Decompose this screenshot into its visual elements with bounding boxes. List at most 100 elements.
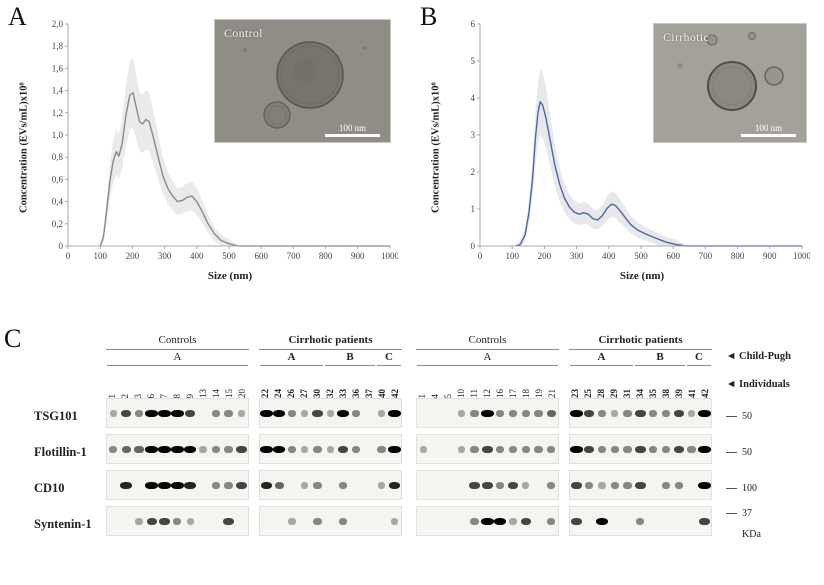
protein-band	[336, 409, 350, 417]
protein-band	[236, 445, 247, 453]
svg-text:1,4: 1,4	[52, 86, 64, 96]
individual-number: 36	[351, 389, 361, 398]
protein-band	[390, 517, 398, 525]
individual-number: 35	[648, 389, 658, 398]
protein-band	[509, 517, 517, 525]
antibody-label: Syntenin-1	[34, 516, 92, 531]
child-pugh-class-label: B	[635, 351, 685, 366]
svg-text:600: 600	[666, 251, 680, 261]
svg-text:100: 100	[505, 251, 519, 261]
child-pugh-class-label: A	[570, 351, 633, 366]
protein-band	[570, 445, 583, 453]
molecular-weight-marker: 50	[742, 410, 752, 422]
molecular-weight-marker: 100	[742, 482, 757, 494]
protein-band	[635, 481, 646, 489]
chart-control-nta: 0 0,2 0,4 0,6 0,8 1,0 1,2 1,4 1,6 1,8 2,0 0 100 200 30…	[32, 14, 398, 276]
controls-group-label: Controls	[416, 334, 559, 350]
svg-text:0: 0	[66, 251, 71, 261]
svg-text:0,8: 0,8	[52, 152, 64, 162]
protein-band	[419, 445, 427, 453]
blot-strip	[259, 398, 402, 428]
antibody-label: Flotillin-1	[34, 444, 87, 459]
scale-bar-line	[325, 134, 380, 137]
blot-row-flotillin-1	[416, 434, 712, 464]
protein-band	[287, 445, 297, 453]
protein-band	[351, 445, 361, 453]
individual-number: 4	[430, 393, 440, 399]
protein-band	[272, 445, 286, 453]
protein-band	[236, 481, 247, 489]
markers-column: ◄ Child-Pugh ◄ Individuals 50 50 100 37 KDa	[726, 334, 824, 542]
svg-text:0: 0	[59, 241, 64, 251]
individual-number: 2	[120, 393, 130, 399]
protein-band	[313, 517, 322, 525]
protein-band	[584, 445, 595, 453]
svg-text:700: 700	[287, 251, 301, 261]
antibody-label: CD10	[34, 480, 65, 495]
blot-strip	[106, 398, 249, 428]
protein-band	[534, 445, 543, 453]
protein-band	[482, 445, 493, 453]
individual-number: 3	[133, 393, 143, 399]
individual-number: 20	[237, 389, 247, 398]
protein-band	[661, 409, 671, 417]
protein-band	[388, 409, 401, 417]
protein-band	[260, 445, 273, 453]
protein-band	[547, 445, 556, 453]
blot-strip	[106, 470, 249, 500]
chart-cirrhotic-nta: 0 1 2 3 4 5 6 0 100 200 300 400 500 600 700 800 900 1000	[444, 14, 811, 276]
svg-text:5: 5	[471, 56, 476, 66]
svg-text:0,6: 0,6	[52, 174, 64, 184]
protein-band	[688, 409, 696, 417]
svg-text:0,2: 0,2	[52, 219, 63, 229]
protein-band	[135, 517, 143, 525]
protein-band	[673, 445, 684, 453]
protein-band	[134, 409, 144, 417]
blot-strip	[106, 434, 249, 464]
individual-number: 28	[596, 389, 606, 398]
individual-number: 26	[286, 389, 296, 398]
protein-band	[521, 409, 530, 417]
blot-row-flotillin-1	[106, 434, 402, 464]
protein-band	[272, 409, 286, 417]
panel-c: C TSG101 Flotillin-1 CD10 Syntenin-1 Contro…	[0, 318, 824, 542]
blot-row-tsg101	[416, 398, 712, 428]
panel-a-y-axis-label: Concentration (EVs/mL)x10⁸	[18, 82, 30, 214]
nta-panels-row: A Concentration (EVs/mL)x10⁸ 0 0,2 0,4 0,6 0…	[0, 0, 824, 318]
molecular-weight-marker: 50	[742, 446, 752, 458]
protein-band	[547, 517, 556, 525]
svg-text:1: 1	[471, 204, 476, 214]
protein-band	[109, 409, 117, 417]
individual-number: 7	[159, 393, 169, 399]
individual-number: 38	[661, 389, 671, 398]
svg-text:400: 400	[190, 251, 204, 261]
protein-band	[158, 481, 171, 489]
individual-number: 25	[583, 389, 593, 398]
panel-a: A Concentration (EVs/mL)x10⁸ 0 0,2 0,4 0,6 0…	[0, 0, 412, 318]
protein-band	[496, 445, 505, 453]
svg-text:1,0: 1,0	[52, 130, 64, 140]
protein-band	[635, 409, 646, 417]
blot-block-left: Controls Cirrhotic patients A A B C 1 2 3 6 7 8 9 13 1…	[106, 334, 402, 542]
protein-band	[496, 481, 505, 489]
protein-band	[224, 409, 233, 417]
individual-number: 24	[273, 389, 283, 398]
svg-text:6: 6	[471, 19, 476, 29]
svg-text:1,2: 1,2	[52, 108, 63, 118]
protein-band	[571, 481, 582, 489]
protein-band	[698, 481, 711, 489]
protein-band	[146, 517, 157, 525]
protein-band	[661, 445, 671, 453]
protein-band	[211, 445, 220, 453]
protein-band	[223, 517, 234, 525]
panel-a-x-axis-label: Size (nm)	[207, 270, 253, 282]
individual-number: 29	[609, 389, 619, 398]
svg-text:400: 400	[602, 251, 616, 261]
protein-band	[534, 409, 543, 417]
panel-b: B Concentration (EVs/mL)x10⁸ 0 1 2 3 4 5 6 0 100…	[412, 0, 824, 318]
inset-label-cirrhotic: Cirrhotic	[663, 30, 710, 44]
individual-number: 14	[211, 389, 221, 398]
svg-text:300: 300	[158, 251, 172, 261]
svg-text:200: 200	[126, 251, 140, 261]
individual-number: 15	[224, 389, 234, 398]
